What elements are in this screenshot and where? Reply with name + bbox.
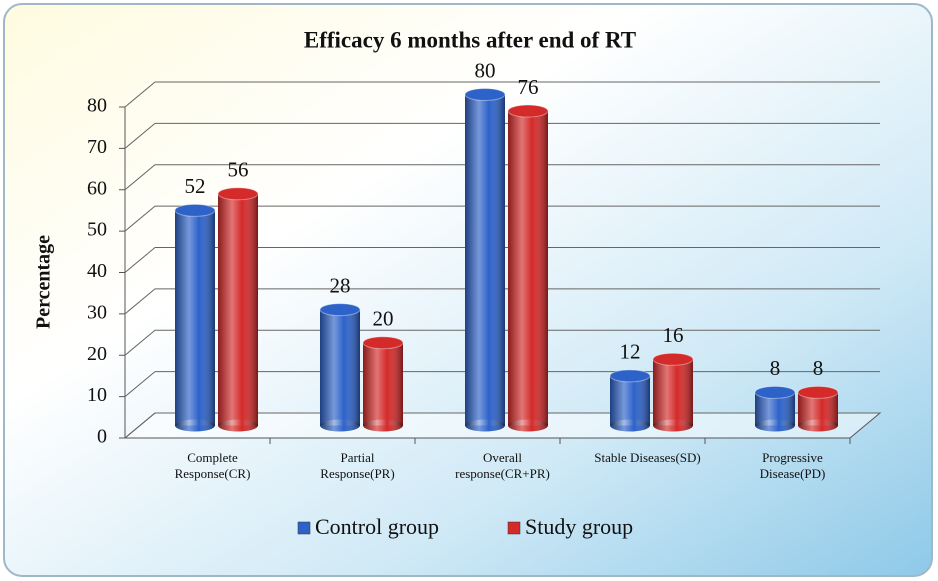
bar-top [797,385,839,399]
chart-title: Efficacy 6 months after end of RT [304,27,636,52]
grid-line [124,329,880,356]
legend-label: Control group [315,514,439,539]
bar-base-shade [218,419,258,432]
bar-top [609,369,651,383]
y-tick-label: 70 [87,136,107,158]
y-axis-label: Percentage [33,235,55,329]
bar-top [652,352,694,366]
legend-label: Study group [525,514,633,539]
bar-base-shade [320,419,360,432]
bar-base-shade [755,419,795,432]
bar-top [754,385,796,399]
grid-line [124,122,880,149]
y-tick-label: 20 [87,343,107,365]
x-tick-label: Stable Diseases(SD) [594,450,701,465]
value-label: 56 [228,158,249,182]
bar-base-shade [610,419,650,432]
grid-line [124,81,880,108]
y-tick-label: 50 [87,219,107,241]
bar-top [217,187,259,201]
y-tick-label: 30 [87,301,107,323]
bar-base-shade [175,419,215,432]
y-tick-label: 40 [87,260,107,282]
x-tick-label: Partial Response(PR) [320,450,395,481]
legend-swatch [297,521,311,535]
x-tick-label: Complete Response(CR) [174,450,251,481]
value-label: 8 [813,356,824,380]
value-label: 20 [373,307,394,331]
bar-shading [320,309,360,426]
value-label: 16 [663,323,684,347]
value-label: 12 [620,340,641,364]
y-tick-label: 80 [87,95,107,117]
bar-shading [363,342,403,426]
bar-shading [508,111,548,426]
grid-line [124,247,880,273]
legend-swatch [507,521,521,535]
x-tick-label: Progressive Disease(PD) [759,450,826,481]
bar-base-shade [363,419,403,432]
bar-shading [653,359,693,426]
value-label: 28 [330,273,351,297]
bar-top [464,88,506,101]
bar-shading [610,375,650,426]
bar-shading [175,210,215,426]
value-label: 76 [518,75,539,99]
y-tick-label: 60 [87,177,107,199]
x-tick-label: Overall response(CR+PR) [455,450,550,481]
grid-line [124,288,880,315]
grid-line [124,164,880,191]
value-label: 52 [185,174,206,198]
bar-shading [465,94,505,426]
bar-top [174,203,216,217]
y-tick-label: 0 [97,426,107,448]
y-tick-label: 10 [87,384,107,406]
bar-base-shade [798,419,838,432]
bar-shading [218,193,258,426]
bar-top [362,336,404,350]
bar-base-shade [508,419,548,432]
bar-top [319,303,361,317]
bar-top [507,104,549,118]
value-label: 8 [770,356,781,380]
bar-base-shade [653,419,693,432]
grid-line [124,205,880,232]
bar-base-shade [465,419,505,432]
value-label: 80 [475,58,496,82]
